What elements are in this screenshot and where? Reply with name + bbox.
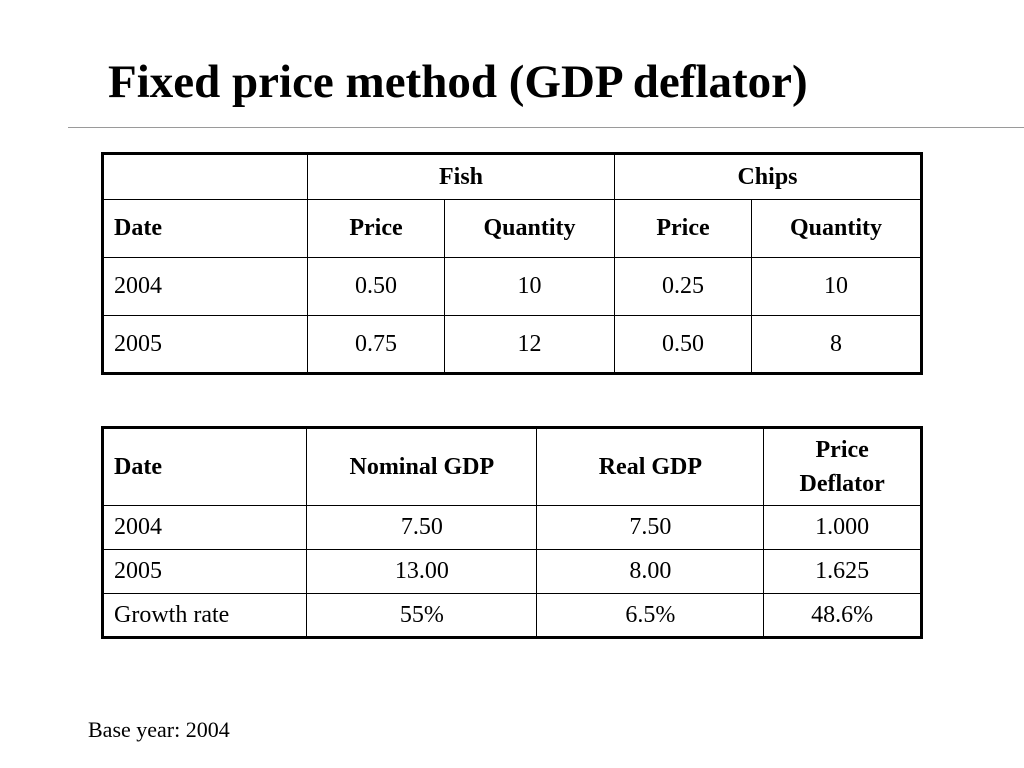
table-row: 2004 7.50 7.50 1.000 <box>101 505 922 550</box>
nominal-gdp-cell: 55% <box>306 593 538 638</box>
row-date: 2005 <box>102 315 308 374</box>
price-deflator-cell: 1.625 <box>763 549 922 594</box>
fish-price-cell: 0.75 <box>307 315 445 374</box>
column-header-date: Date <box>101 427 308 506</box>
column-header-price-deflator: Price Deflator <box>763 427 922 506</box>
group-header-row: Fish Chips <box>102 153 922 200</box>
empty-corner-cell <box>102 153 308 200</box>
column-header-chips-quantity: Quantity <box>751 199 922 258</box>
group-header-fish: Fish <box>307 153 615 200</box>
chips-price-cell: 0.25 <box>614 257 752 316</box>
price-deflator-cell: 1.000 <box>763 505 922 550</box>
slide-title: Fixed price method (GDP deflator) <box>108 56 808 108</box>
table-row: 2005 0.75 12 0.50 8 <box>102 315 922 374</box>
row-date: 2004 <box>102 257 308 316</box>
price-deflator-line-1: Price <box>815 437 869 463</box>
chips-quantity-cell: 8 <box>751 315 922 374</box>
real-gdp-cell: 8.00 <box>536 549 765 594</box>
real-gdp-cell: 6.5% <box>536 593 765 638</box>
column-header-row: Date Price Quantity Price Quantity <box>102 199 922 258</box>
fish-price-cell: 0.50 <box>307 257 445 316</box>
column-header-fish-price: Price <box>307 199 445 258</box>
goods-price-quantity-table: Fish Chips Date Price Quantity Price Qua… <box>101 152 923 375</box>
group-header-chips: Chips <box>614 153 922 200</box>
title-divider <box>68 127 1024 128</box>
row-label: 2005 <box>101 549 308 594</box>
chips-price-cell: 0.50 <box>614 315 752 374</box>
row-label: 2004 <box>101 505 308 550</box>
gdp-deflator-table: Date Nominal GDP Real GDP Price Deflator … <box>101 426 923 639</box>
nominal-gdp-cell: 7.50 <box>306 505 538 550</box>
fish-quantity-cell: 12 <box>444 315 615 374</box>
column-header-nominal-gdp: Nominal GDP <box>306 427 538 506</box>
column-header-row: Date Nominal GDP Real GDP Price Deflator <box>101 427 922 506</box>
price-deflator-line-2: Deflator <box>799 471 885 497</box>
base-year-footnote: Base year: 2004 <box>88 717 230 742</box>
column-header-real-gdp: Real GDP <box>536 427 765 506</box>
column-header-date: Date <box>102 199 308 258</box>
table-row: Growth rate 55% 6.5% 48.6% <box>101 593 922 638</box>
fish-quantity-cell: 10 <box>444 257 615 316</box>
column-header-chips-price: Price <box>614 199 752 258</box>
table-row: 2004 0.50 10 0.25 10 <box>102 257 922 316</box>
table-row: 2005 13.00 8.00 1.625 <box>101 549 922 594</box>
price-deflator-cell: 48.6% <box>763 593 922 638</box>
chips-quantity-cell: 10 <box>751 257 922 316</box>
real-gdp-cell: 7.50 <box>536 505 765 550</box>
nominal-gdp-cell: 13.00 <box>306 549 538 594</box>
column-header-fish-quantity: Quantity <box>444 199 615 258</box>
row-label: Growth rate <box>101 593 308 638</box>
